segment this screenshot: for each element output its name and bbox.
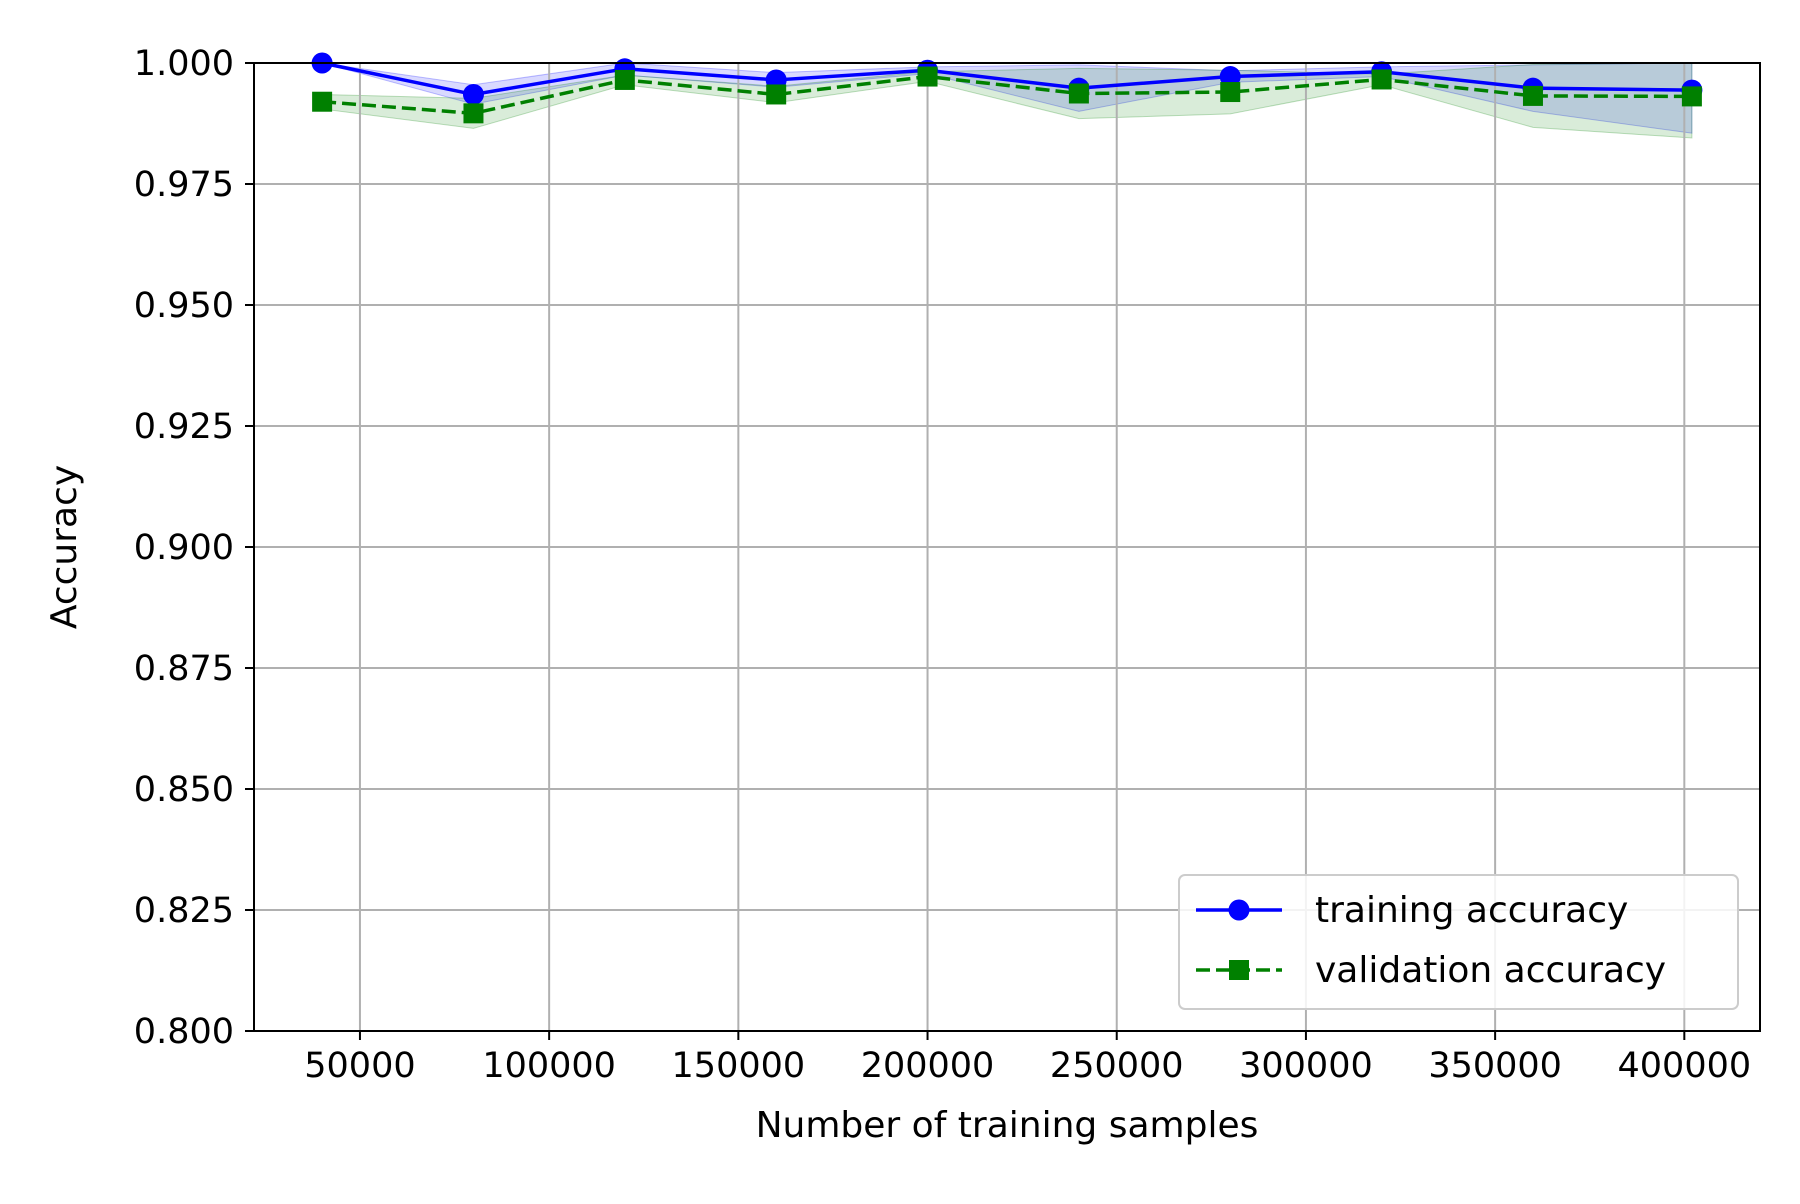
x-tick-label: 200000: [861, 1046, 995, 1086]
legend-box: [1178, 874, 1739, 1010]
y-tick-label: 0.875: [134, 649, 234, 689]
y-tick-label: 0.925: [134, 407, 234, 447]
confidence-band-validation: [321, 62, 1693, 139]
data-point-validation: [312, 91, 333, 112]
x-tick-label: 150000: [672, 1046, 806, 1086]
data-point-validation: [463, 103, 484, 124]
data-point-validation: [1522, 85, 1543, 106]
y-tick-label: 0.975: [134, 165, 234, 205]
x-tick-label: 400000: [1618, 1046, 1752, 1086]
y-tick-label: 0.800: [134, 1012, 234, 1052]
legend: training accuracy validation accuracy: [1178, 874, 1739, 1010]
x-tick-label: 50000: [304, 1046, 415, 1086]
series-layer: [311, 52, 1703, 124]
y-axis-label: Accuracy: [44, 465, 85, 629]
legend-label-validation: validation accuracy: [1315, 950, 1666, 991]
series-line-validation: [321, 74, 1692, 116]
y-tick-label: 0.900: [134, 528, 234, 568]
y-tick-label: 0.950: [134, 286, 234, 326]
data-point-validation: [1681, 86, 1702, 107]
legend-label-training: training accuracy: [1315, 890, 1628, 931]
axes-layer: 50000 100000 150000 200000 250000 300000 35000…: [44, 44, 1751, 1146]
series-line-training: [321, 61, 1692, 97]
legend-marker-training: [1228, 899, 1250, 921]
data-point-validation: [917, 66, 938, 87]
x-tick-label: 350000: [1428, 1046, 1562, 1086]
y-tick-label: 0.850: [134, 770, 234, 810]
data-point-validation: [1068, 83, 1089, 104]
x-tick-label: 300000: [1239, 1046, 1373, 1086]
data-point-training: [462, 83, 484, 105]
x-tick-label: 100000: [482, 1046, 616, 1086]
data-point-validation: [1220, 82, 1241, 103]
legend-marker-validation: [1229, 960, 1249, 980]
x-axis-label: Number of training samples: [756, 1105, 1259, 1146]
y-tick-label: 0.825: [134, 891, 234, 931]
x-tick-label: 250000: [1050, 1046, 1184, 1086]
data-point-validation: [766, 84, 787, 105]
data-point-training: [1219, 66, 1241, 88]
data-point-validation: [614, 69, 635, 90]
data-point-validation: [1371, 69, 1392, 90]
y-tick-label: 1.000: [134, 44, 234, 84]
